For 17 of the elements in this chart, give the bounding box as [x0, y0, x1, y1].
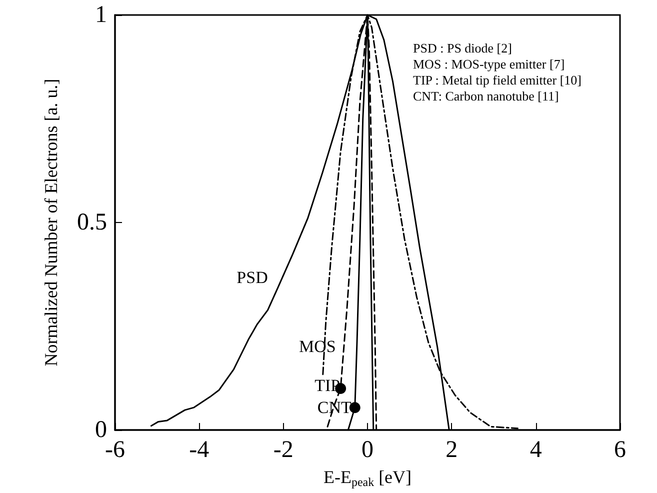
- x-tick-label: 0: [362, 437, 374, 463]
- x-tick-label: -6: [105, 437, 125, 463]
- x-tick-label: 6: [614, 437, 626, 463]
- series-label: PSD: [236, 268, 268, 288]
- annotation: TIP : Metal tip field emitter [10]: [413, 72, 582, 88]
- y-tick-label: 0.5: [77, 210, 107, 236]
- x-tick-label: -4: [189, 437, 210, 463]
- annotation: PSD : PS diode [2]: [413, 40, 512, 56]
- y-axis-title: Normalized Number of Electrons [a. u.]: [41, 78, 61, 366]
- series-label: MOS: [299, 336, 336, 356]
- annotation: MOS : MOS-type emitter [7]: [413, 56, 565, 72]
- x-tick-label: 2: [446, 437, 458, 463]
- y-tick-label: 0: [95, 417, 107, 443]
- x-tick-label: 4: [530, 437, 542, 463]
- x-tick-label: -2: [273, 437, 294, 463]
- annotation: CNT: Carbon nanotube [11]: [413, 88, 559, 104]
- y-tick-label: 1: [95, 2, 107, 28]
